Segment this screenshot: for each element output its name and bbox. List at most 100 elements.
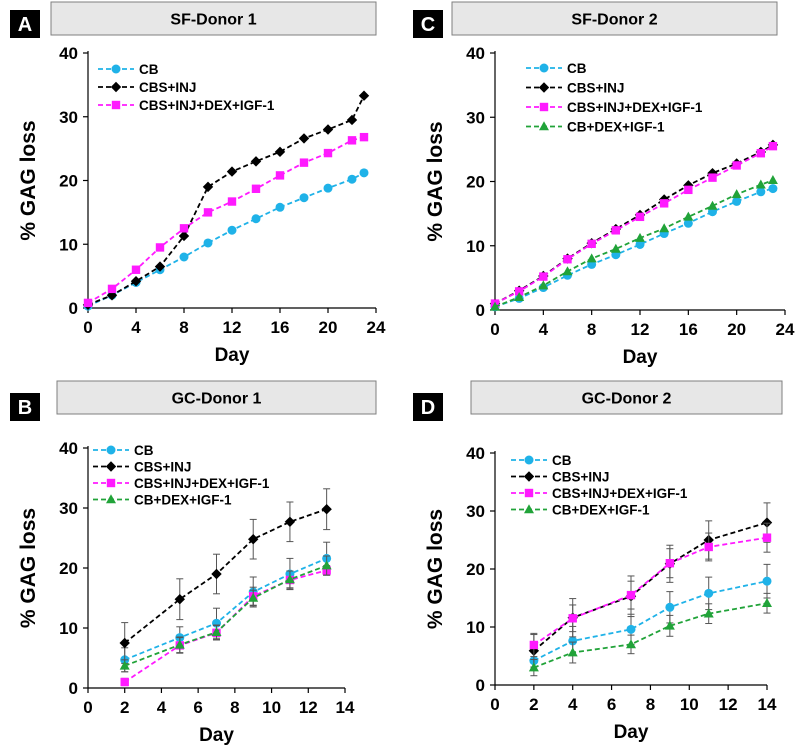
y-tick-label: 10: [466, 618, 485, 637]
data-point: [762, 533, 772, 542]
data-point: [528, 662, 539, 672]
series-line: [87, 136, 365, 304]
x-tick-label: 8: [230, 698, 239, 717]
legend-label: CB+DEX+IGF-1: [134, 493, 232, 508]
data-point: [490, 301, 500, 311]
legend-swatch-marker: [106, 494, 116, 504]
panel-title: GC-Donor 2: [582, 391, 672, 408]
x-tick-label: 0: [490, 695, 499, 714]
y-tick-label: 20: [466, 560, 485, 579]
data-point: [274, 146, 286, 158]
panel-letter-box: [413, 10, 443, 38]
data-point: [514, 287, 524, 296]
data-point: [567, 647, 578, 657]
data-point: [107, 284, 117, 294]
data-point: [635, 232, 645, 242]
y-tick-label: 0: [69, 679, 78, 698]
legend-item: CB: [93, 443, 154, 458]
data-point: [227, 197, 237, 206]
x-tick-label: 20: [727, 320, 746, 339]
series-line: [494, 187, 774, 308]
data-point: [756, 187, 766, 197]
data-point: [514, 291, 525, 301]
panel-letter: B: [18, 397, 32, 419]
legend-item: CBS+INJ+DEX+IGF-1: [93, 476, 270, 491]
legend-item: CBS+INJ+DEX+IGF-1: [98, 98, 275, 113]
legend-label: CBS+INJ: [552, 470, 609, 485]
data-point: [321, 504, 332, 515]
data-point: [610, 243, 621, 253]
y-tick-label: 0: [476, 301, 485, 320]
data-point: [299, 193, 309, 203]
legend-label: CB+DEX+IGF-1: [552, 503, 650, 518]
data-point: [359, 132, 369, 142]
x-tick-label: 12: [223, 318, 242, 337]
data-point: [659, 199, 669, 208]
panel-letter: C: [421, 14, 435, 36]
series-line: [533, 521, 768, 652]
data-point: [347, 174, 357, 184]
y-tick-label: 10: [466, 237, 485, 256]
data-point: [321, 560, 332, 570]
data-point: [203, 238, 213, 248]
legend-swatch-marker: [524, 455, 534, 465]
data-point: [683, 211, 694, 221]
x-tick-label: 4: [568, 695, 578, 714]
data-point: [248, 592, 259, 602]
y-tick-label: 40: [59, 44, 78, 63]
data-point: [154, 261, 166, 272]
data-point: [635, 239, 645, 249]
data-point: [358, 90, 370, 101]
x-tick-label: 8: [646, 695, 655, 714]
y-tick-label: 10: [59, 619, 78, 638]
series-line: [494, 145, 774, 305]
y-axis-label: % GAG loss: [17, 120, 40, 240]
y-tick-label: 30: [59, 108, 78, 127]
y-tick-label: 40: [466, 444, 485, 463]
data-point: [174, 639, 185, 649]
panel-letter-box: [10, 393, 40, 421]
series-cbs-inj-dex-igf-1: [120, 565, 331, 687]
series-cbs-inj-dex-igf-1: [490, 141, 778, 308]
data-point: [529, 640, 539, 650]
data-point: [203, 208, 213, 217]
data-point: [708, 173, 717, 182]
data-point: [732, 196, 742, 206]
data-point: [762, 598, 772, 608]
series-cb-dex-igf-1: [490, 175, 778, 311]
legend-swatch-marker: [110, 81, 122, 93]
data-point: [347, 136, 357, 145]
data-point: [284, 574, 295, 584]
legend-item: CBS+INJ+DEX+IGF-1: [511, 486, 688, 501]
legend-swatch-marker: [523, 471, 535, 482]
data-point: [538, 280, 549, 290]
legend-swatch-marker: [105, 461, 117, 472]
data-point: [684, 185, 693, 195]
x-tick-label: 10: [680, 695, 699, 714]
data-point: [664, 620, 675, 630]
data-point: [539, 272, 548, 281]
panel-letter-box: [413, 393, 443, 421]
legend-swatch-marker: [524, 488, 534, 498]
y-tick-label: 20: [59, 172, 78, 191]
legend-item: CBS+INJ: [93, 460, 191, 475]
data-point: [251, 214, 261, 224]
x-tick-label: 12: [299, 698, 318, 717]
legend-label: CBS+INJ: [567, 81, 624, 96]
data-point: [587, 239, 596, 249]
legend-label: CBS+INJ+DEX+IGF-1: [552, 486, 688, 501]
legend-swatch-marker: [106, 478, 116, 488]
x-tick-label: 24: [367, 318, 386, 337]
data-point: [346, 114, 358, 126]
y-axis-label: % GAG loss: [424, 121, 447, 241]
data-point: [704, 588, 714, 598]
legend-swatch-marker: [111, 100, 121, 110]
data-point: [248, 534, 259, 545]
x-tick-label: 0: [83, 698, 92, 717]
y-tick-label: 0: [476, 676, 485, 695]
panel-letter-box: [10, 10, 40, 38]
legend-item: CB: [526, 61, 587, 76]
data-point: [707, 200, 718, 210]
legend-label: CBS+INJ: [139, 80, 196, 95]
